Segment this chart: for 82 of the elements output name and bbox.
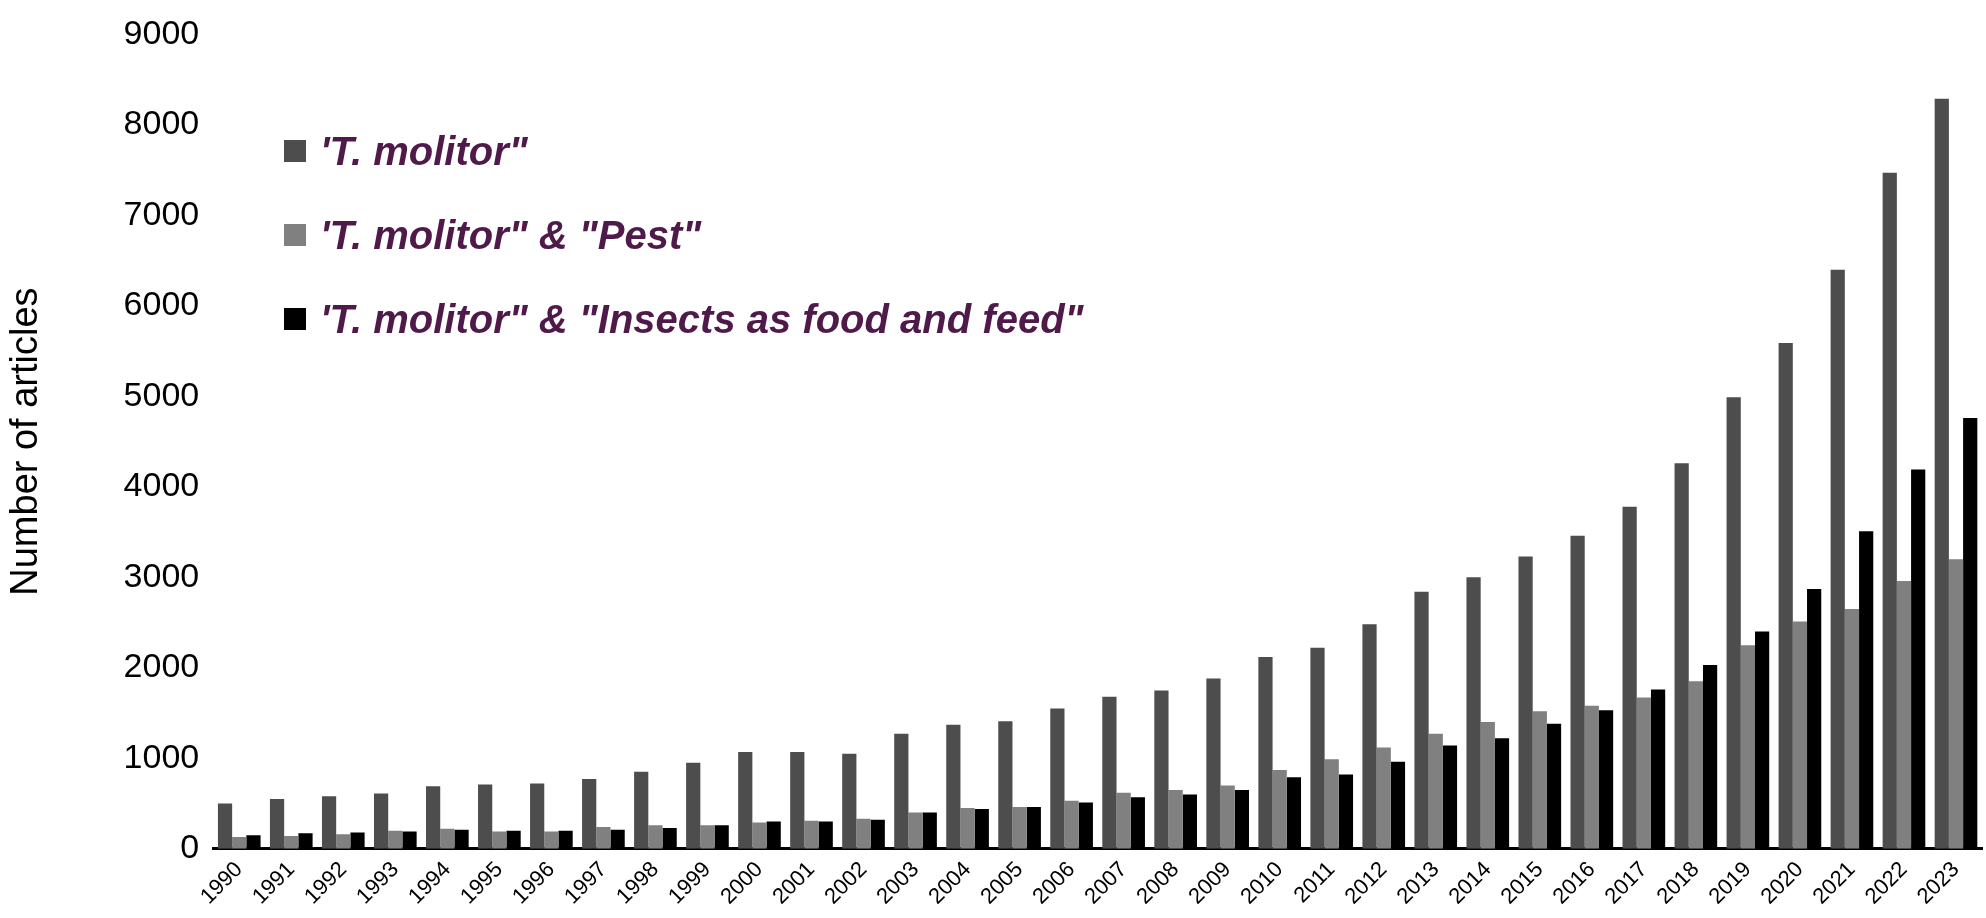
- bar: [1480, 722, 1495, 849]
- bar: [686, 762, 701, 849]
- bar: [1206, 678, 1221, 849]
- bar: [388, 830, 403, 849]
- bar: [1414, 591, 1429, 849]
- bar: [1792, 621, 1808, 849]
- bar: [1428, 733, 1443, 849]
- bar: [1324, 759, 1339, 849]
- bar: [596, 827, 611, 849]
- bar: [1116, 792, 1131, 849]
- bar: [1154, 690, 1169, 849]
- bar: [478, 784, 493, 849]
- bar: [1934, 98, 1949, 849]
- bar: [1376, 747, 1391, 849]
- bar: [946, 724, 961, 849]
- bar: [336, 834, 351, 849]
- bar: [790, 751, 805, 849]
- bar: [1220, 785, 1235, 849]
- y-tick-label: 4000: [123, 465, 200, 504]
- legend-label: 'T. molitor" & "Pest": [320, 212, 702, 258]
- y-tick-label: 5000: [123, 374, 200, 413]
- bar: [1778, 342, 1793, 849]
- bar: [1168, 789, 1183, 849]
- bar: [1674, 463, 1689, 849]
- bar: [1064, 800, 1079, 849]
- bar: [1272, 770, 1287, 849]
- bar: [1362, 624, 1377, 849]
- bar: [232, 836, 247, 849]
- bar: [1622, 506, 1637, 849]
- bar: [1518, 556, 1533, 849]
- bar: [217, 803, 233, 849]
- bar: [1896, 580, 1912, 849]
- y-tick-label: 6000: [123, 284, 200, 323]
- bar: [738, 751, 753, 849]
- bar: [492, 831, 507, 849]
- bar: [1310, 647, 1325, 849]
- bar: [998, 721, 1013, 849]
- bar: [1532, 711, 1547, 849]
- bar: [1882, 172, 1897, 849]
- legend-label: 'T. molitor": [320, 128, 528, 174]
- bar: [373, 793, 389, 849]
- bar: [1830, 269, 1845, 849]
- y-tick-label: 8000: [123, 103, 200, 142]
- bar: [269, 798, 285, 849]
- bar: [1570, 535, 1585, 849]
- y-tick-label: 3000: [123, 555, 200, 594]
- y-tick-label: 7000: [123, 193, 200, 232]
- bar: [1050, 708, 1065, 849]
- bar: [804, 820, 819, 849]
- bar: [842, 753, 857, 849]
- bar: [1584, 705, 1599, 849]
- bar: [530, 783, 545, 849]
- bar: [634, 771, 649, 849]
- bar: [1466, 577, 1481, 849]
- bar: [1102, 696, 1117, 849]
- bar: [1740, 645, 1756, 849]
- bar: [1258, 656, 1273, 849]
- bar: [1688, 681, 1703, 849]
- bar: [582, 779, 597, 849]
- bar: [1948, 559, 1964, 849]
- legend-label: 'T. molitor" & "Insects as food and feed": [320, 296, 1084, 342]
- y-tick-label: 2000: [123, 646, 200, 685]
- bar: [284, 836, 299, 849]
- bar: [700, 825, 715, 849]
- bar: [426, 786, 441, 849]
- bar: [648, 825, 663, 849]
- bar: [960, 808, 975, 849]
- bar: [1636, 697, 1651, 849]
- y-axis-title: Number of articles: [3, 287, 46, 596]
- bar: [856, 818, 871, 849]
- bar: [440, 828, 455, 849]
- y-tick-label: 1000: [123, 736, 200, 775]
- bar: [1726, 397, 1741, 849]
- bar: [544, 831, 559, 849]
- bar: [1012, 807, 1027, 849]
- bar: [752, 822, 767, 849]
- bar: [908, 812, 923, 849]
- bar: [894, 733, 909, 849]
- y-tick-label: 9000: [123, 12, 200, 51]
- bar: [321, 796, 337, 849]
- y-tick-label: 0: [180, 827, 200, 866]
- bar: [1844, 608, 1860, 849]
